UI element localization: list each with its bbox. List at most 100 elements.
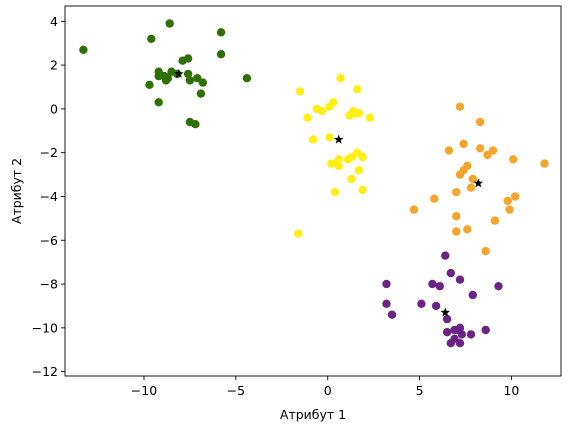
scatter-point: [446, 339, 455, 348]
scatter-point: [358, 185, 367, 195]
cluster-center-star: [440, 307, 451, 317]
scatter-point: [145, 80, 154, 90]
scatter-point: [509, 155, 518, 164]
scatter-point: [468, 174, 477, 184]
y-tick-label: −8: [40, 277, 58, 292]
scatter-point: [325, 133, 334, 142]
scatter-point: [198, 78, 207, 87]
scatter-point: [428, 279, 437, 289]
x-tick-label: −10: [131, 383, 157, 398]
scatter-point: [183, 69, 193, 79]
scatter-point: [505, 205, 514, 214]
scatter-point: [481, 247, 490, 256]
scatter-point: [191, 120, 200, 129]
cluster-center-star: [174, 68, 184, 78]
scatter-point: [79, 45, 88, 54]
scatter-point: [476, 117, 485, 127]
scatter-point: [409, 205, 419, 214]
scatter-point: [308, 135, 318, 144]
y-axis-ticks: −12 −10 −8 −6 −4 −2 0 2 4: [32, 14, 65, 379]
scatter-point: [352, 85, 362, 94]
y-tick-label: 2: [50, 58, 58, 73]
y-tick-label: −10: [32, 320, 58, 335]
scatter-point: [483, 150, 492, 160]
scatter-point: [459, 139, 468, 149]
scatter-point: [347, 174, 356, 184]
cluster-centers: [174, 68, 484, 317]
scatter-point: [354, 166, 364, 175]
scatter-point: [481, 325, 490, 335]
scatter-point: [294, 229, 303, 238]
scatter-point: [431, 301, 441, 311]
y-tick-label: −6: [40, 233, 58, 248]
scatter-point: [494, 282, 503, 291]
scatter-point: [455, 339, 465, 348]
cluster-center-star: [473, 178, 484, 188]
y-tick-label: 0: [50, 101, 58, 116]
scatter-point: [147, 34, 156, 43]
scatter-point: [387, 310, 397, 319]
x-tick-label: 0: [324, 383, 332, 398]
scatter-point: [365, 113, 375, 122]
x-axis-ticks: −10 −5 0 5 10: [131, 376, 519, 398]
scatter-point: [455, 323, 465, 332]
x-tick-label: 5: [416, 383, 424, 398]
scatter-point: [476, 144, 485, 153]
scatter-point: [330, 187, 340, 197]
y-axis-title: Атрибут 2: [9, 158, 24, 224]
scatter-point: [446, 268, 455, 278]
scatter-point: [165, 19, 174, 28]
scatter-point: [318, 106, 327, 116]
scatter-point: [196, 89, 206, 98]
scatter-point: [154, 98, 163, 107]
scatter-point: [327, 159, 336, 168]
scatter-point: [455, 170, 465, 179]
x-tick-label: −5: [227, 383, 245, 398]
scatter-point: [163, 74, 173, 83]
scatter-point: [382, 299, 391, 308]
x-tick-label: 10: [503, 383, 519, 398]
scatter-point: [329, 98, 338, 107]
scatter-point: [442, 328, 452, 337]
scatter-point: [183, 54, 193, 63]
scatter-point: [452, 187, 461, 197]
scatter-point: [303, 113, 312, 122]
scatter-point: [466, 330, 476, 339]
y-tick-label: −4: [40, 189, 58, 204]
scatter-point: [185, 76, 195, 85]
scatter-point: [463, 225, 472, 234]
scatter-point: [444, 146, 454, 155]
scatter-point: [295, 87, 305, 96]
scatter-point: [442, 314, 452, 324]
scatter-point: [417, 299, 426, 308]
scatter-point: [503, 196, 512, 206]
scatter-point: [382, 279, 391, 289]
scatter-point: [452, 212, 461, 221]
scatter-point: [216, 50, 226, 59]
scatter-point: [334, 161, 343, 170]
data-marks: [79, 19, 549, 348]
scatter-point: [336, 74, 345, 83]
scatter-point: [242, 74, 252, 83]
scatter-point: [466, 183, 476, 192]
cluster-center-star: [333, 134, 344, 144]
scatter-point: [430, 194, 439, 203]
scatter-point: [457, 330, 466, 339]
scatter-point: [435, 282, 444, 291]
y-tick-label: −2: [40, 145, 58, 160]
scatter-point: [216, 28, 226, 37]
scatter-point: [358, 152, 367, 162]
scatter-point: [490, 216, 500, 225]
scatter-point: [455, 275, 465, 284]
scatter-point: [343, 155, 353, 164]
x-axis-title: Атрибут 1: [280, 407, 346, 422]
scatter-point: [349, 106, 358, 116]
y-tick-label: −12: [32, 364, 58, 379]
scatter-point: [452, 227, 461, 236]
scatter-point: [510, 192, 520, 201]
scatter-point: [455, 102, 465, 111]
axes-frame: [64, 5, 562, 377]
scatter-point: [441, 251, 450, 260]
